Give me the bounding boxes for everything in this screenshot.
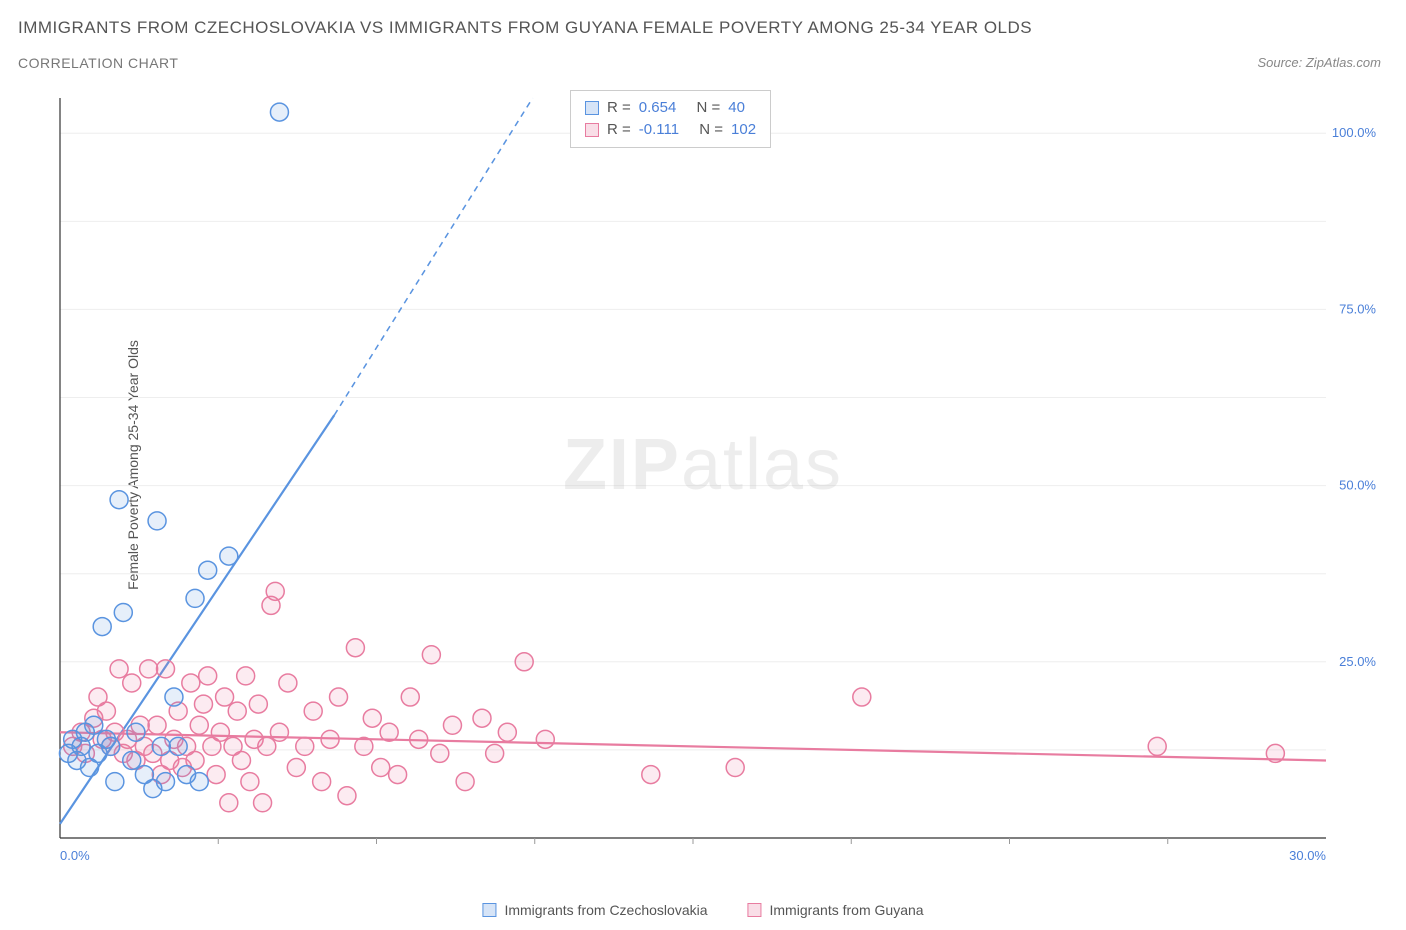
stat-n-label: N =	[696, 97, 720, 119]
svg-text:25.0%: 25.0%	[1339, 654, 1376, 669]
legend-swatch-czechoslovakia	[482, 903, 496, 917]
stat-row-guyana: R = -0.111 N = 102	[585, 119, 756, 141]
svg-text:50.0%: 50.0%	[1339, 478, 1376, 493]
legend-label-0: Immigrants from Czechoslovakia	[504, 902, 707, 918]
legend: Immigrants from Czechoslovakia Immigrant…	[482, 902, 923, 918]
scatter-plot-svg: 0.0% 30.0% 25.0% 50.0% 75.0% 100.0%	[50, 88, 1386, 878]
source-prefix: Source:	[1257, 55, 1305, 70]
svg-text:0.0%: 0.0%	[60, 848, 90, 863]
svg-text:30.0%: 30.0%	[1289, 848, 1326, 863]
legend-item-guyana: Immigrants from Guyana	[748, 902, 924, 918]
stat-r-value-0: 0.654	[639, 97, 677, 119]
stat-r-label: R =	[607, 97, 631, 119]
legend-item-czechoslovakia: Immigrants from Czechoslovakia	[482, 902, 707, 918]
source-name: ZipAtlas.com	[1306, 55, 1381, 70]
stat-r-value-1: -0.111	[639, 119, 679, 141]
stat-n-label: N =	[699, 119, 723, 141]
swatch-czechoslovakia	[585, 101, 599, 115]
stat-r-label: R =	[607, 119, 631, 141]
stat-n-value-0: 40	[728, 97, 745, 119]
svg-text:100.0%: 100.0%	[1332, 125, 1377, 140]
source-credit: Source: ZipAtlas.com	[1257, 55, 1381, 70]
swatch-guyana	[585, 123, 599, 137]
legend-swatch-guyana	[748, 903, 762, 917]
stat-row-czechoslovakia: R = 0.654 N = 40	[585, 97, 756, 119]
chart-subtitle: CORRELATION CHART	[18, 55, 178, 71]
correlation-stat-box: R = 0.654 N = 40 R = -0.111 N = 102	[570, 90, 771, 148]
chart-title: IMMIGRANTS FROM CZECHOSLOVAKIA VS IMMIGR…	[18, 18, 1032, 38]
svg-text:75.0%: 75.0%	[1339, 301, 1376, 316]
stat-n-value-1: 102	[731, 119, 756, 141]
chart-area: 0.0% 30.0% 25.0% 50.0% 75.0% 100.0%	[50, 88, 1386, 878]
legend-label-1: Immigrants from Guyana	[770, 902, 924, 918]
